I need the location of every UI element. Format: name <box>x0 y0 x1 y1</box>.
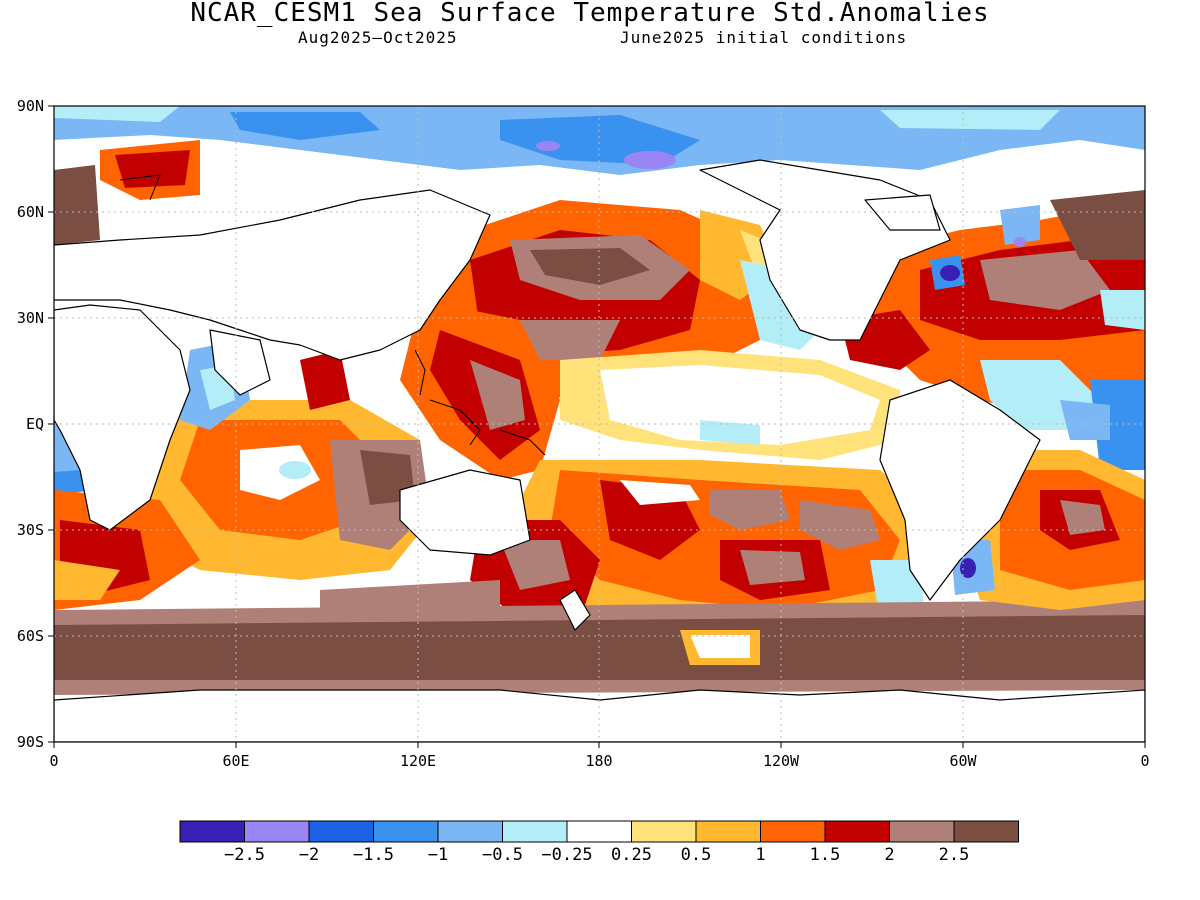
colorbar-swatch <box>308 820 374 843</box>
lat-label: EQ <box>26 415 44 433</box>
lon-label: 60W <box>949 752 977 770</box>
colorbar-label: 1.5 <box>809 845 841 865</box>
colorbar-swatch <box>566 820 632 843</box>
lon-label: 180 <box>585 752 612 770</box>
lon-label: 120W <box>763 752 800 770</box>
lon-label: 60E <box>222 752 249 770</box>
grid-lines <box>54 106 1145 742</box>
map-title: NCAR_CESM1 Sea Surface Temperature Std.A… <box>190 0 990 28</box>
lat-label: 90S <box>17 733 44 751</box>
lat-label: 30S <box>17 521 44 539</box>
initial-conditions-label: June2025 initial conditions <box>620 28 908 47</box>
colorbar-swatch <box>244 820 310 843</box>
colorbar-swatch <box>631 820 697 843</box>
colorbar-swatch <box>373 820 439 843</box>
colorbar-label: 2 <box>884 845 895 865</box>
colorbar-swatch <box>437 820 503 843</box>
colorbar-label: 2.5 <box>938 845 970 865</box>
lon-label: 0 <box>1140 752 1149 770</box>
colorbar-swatch <box>760 820 826 843</box>
forecast-period: Aug2025–Oct2025 <box>298 28 458 47</box>
colorbar-label: 1 <box>755 845 766 865</box>
colorbar-label: −1 <box>427 845 449 865</box>
colorbar-label: −2.5 <box>224 845 265 865</box>
colorbar-label: 0.25 <box>611 845 652 865</box>
colorbar <box>179 820 1019 843</box>
lat-label: 90N <box>17 97 44 115</box>
lat-label: 60S <box>17 627 44 645</box>
colorbar-swatch <box>179 820 245 843</box>
colorbar-label: −1.5 <box>353 845 394 865</box>
lat-label: 30N <box>17 309 44 327</box>
colorbar-swatch <box>824 820 890 843</box>
colorbar-label: −2 <box>298 845 320 865</box>
lon-label: 120E <box>400 752 436 770</box>
colorbar-swatch <box>502 820 568 843</box>
anomaly-field <box>54 106 1145 742</box>
colorbar-label: 0.5 <box>680 845 712 865</box>
colorbar-swatch <box>953 820 1019 843</box>
lon-label: 0 <box>49 752 58 770</box>
colorbar-label: −0.25 <box>541 845 593 865</box>
lat-label: 60N <box>17 203 44 221</box>
colorbar-swatch <box>695 820 761 843</box>
colorbar-label: −0.5 <box>482 845 523 865</box>
colorbar-swatch <box>889 820 955 843</box>
